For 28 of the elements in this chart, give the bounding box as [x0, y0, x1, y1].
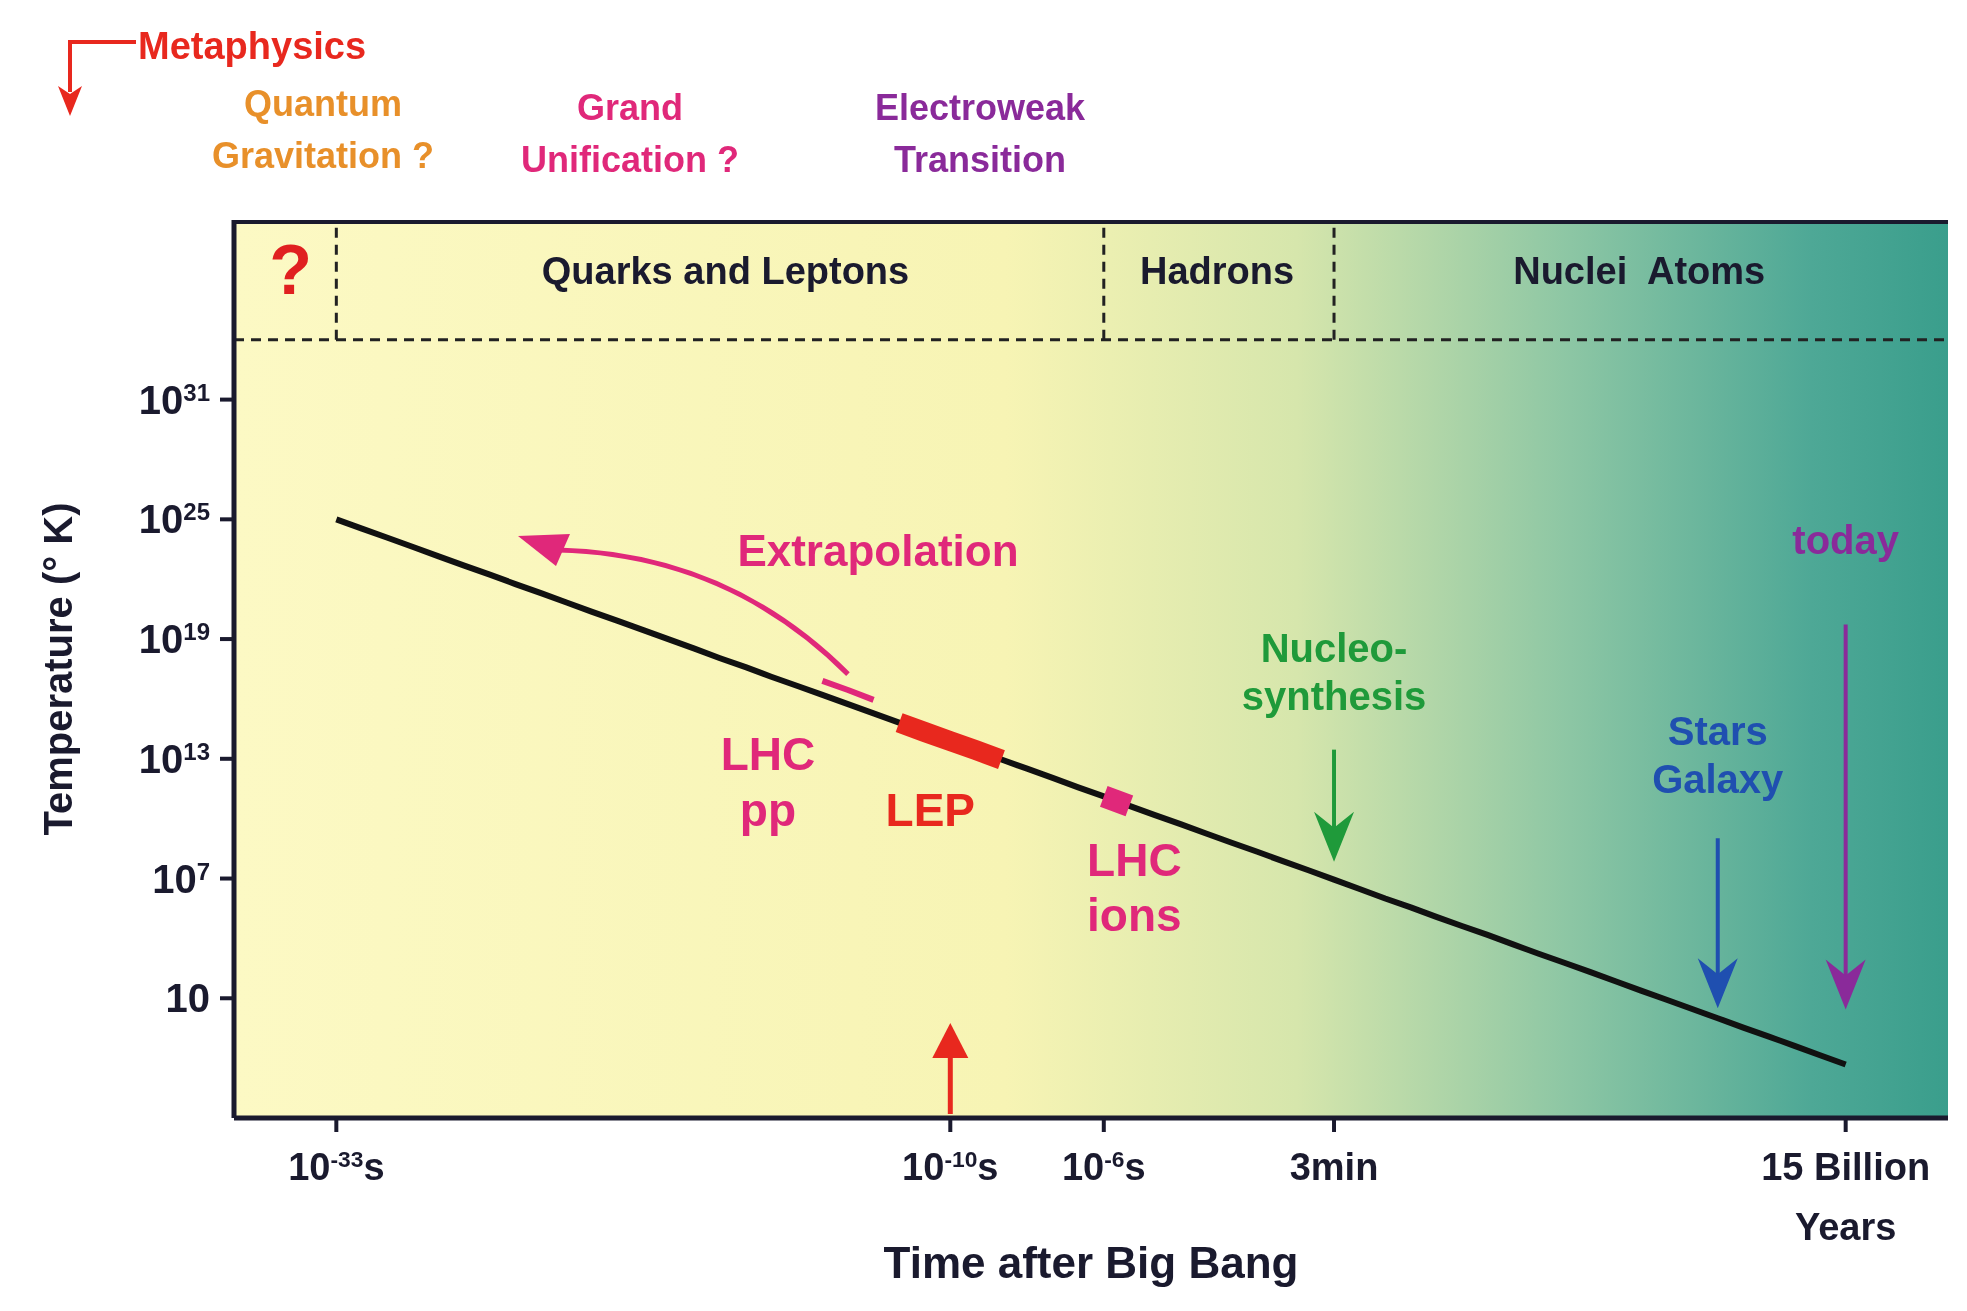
annotation: Extrapolation: [737, 526, 1019, 576]
text: Metaphysics: [138, 24, 368, 69]
series-label: LEP: [885, 784, 976, 837]
y-tick-label: 10$^{31}$: [138, 377, 210, 422]
y-tick-label: 10$^{13}$: [138, 736, 210, 781]
text: Electroweak Transition: [873, 86, 1087, 182]
y-tick-label: 10$^{25}$: [138, 497, 210, 542]
series-label: LHC pp: [720, 728, 816, 836]
text: Quantum Gravitation ?: [211, 82, 435, 178]
y-tick-label: 10: [165, 976, 210, 1021]
annotation: Hadrons: [1139, 250, 1295, 292]
series-label: LHC ions: [1087, 834, 1182, 942]
y-tick-label: 10$^{19}$: [138, 617, 210, 662]
annotation: Nuclei Atoms: [1512, 250, 1767, 293]
annotation: ?: [269, 231, 313, 309]
annotation: Nucleo-synthesis: [1241, 625, 1427, 718]
x-axis-title: Time after Big Bang: [883, 1238, 1299, 1287]
x-tick-label: 15 Billion Years: [1761, 1146, 1931, 1248]
annotation: Quarks and Leptons: [540, 250, 911, 293]
x-tick-label: 10$^{-10}$s: [902, 1146, 999, 1188]
x-tick-label: 3min: [1289, 1146, 1379, 1188]
y-tick-label: 10$^{7}$: [152, 856, 210, 901]
y-axis-title: Temperature (° K): [36, 502, 81, 836]
x-tick-label: 10$^{-33}$s: [288, 1146, 385, 1188]
annotation: Stars Galaxy: [1652, 709, 1785, 802]
x-tick-label: 10$^{-6}$s: [1061, 1146, 1146, 1188]
annotation: today: [1792, 518, 1900, 563]
text: Grand Unification ?: [520, 86, 740, 182]
